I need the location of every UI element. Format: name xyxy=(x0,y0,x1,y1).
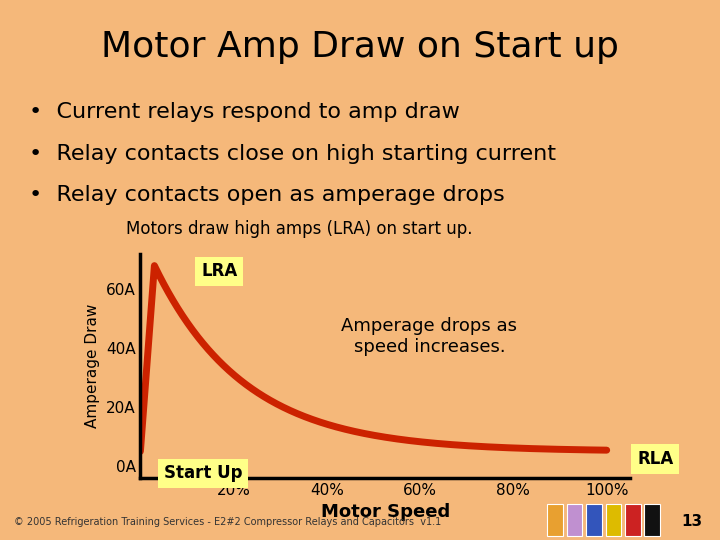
FancyBboxPatch shape xyxy=(586,503,602,536)
Text: •  Current relays respond to amp draw: • Current relays respond to amp draw xyxy=(29,102,459,123)
FancyBboxPatch shape xyxy=(547,503,563,536)
Text: •  Relay contacts close on high starting current: • Relay contacts close on high starting … xyxy=(29,144,556,164)
Text: Amperage drops as
speed increases.: Amperage drops as speed increases. xyxy=(341,317,518,356)
Text: LRA: LRA xyxy=(201,262,238,280)
Text: •  Relay contacts open as amperage drops: • Relay contacts open as amperage drops xyxy=(29,185,505,205)
Text: Motors draw high amps (LRA) on start up.: Motors draw high amps (LRA) on start up. xyxy=(126,220,472,239)
FancyBboxPatch shape xyxy=(606,503,621,536)
Text: Start Up: Start Up xyxy=(163,464,242,482)
X-axis label: Motor Speed: Motor Speed xyxy=(320,503,450,521)
Text: © 2005 Refrigeration Training Services - E2#2 Compressor Relays and Capacitors  : © 2005 Refrigeration Training Services -… xyxy=(14,517,441,527)
FancyBboxPatch shape xyxy=(644,503,660,536)
Text: Motor Amp Draw on Start up: Motor Amp Draw on Start up xyxy=(101,30,619,64)
Y-axis label: Amperage Draw: Amperage Draw xyxy=(85,303,100,428)
FancyBboxPatch shape xyxy=(625,503,641,536)
Text: RLA: RLA xyxy=(637,450,673,468)
FancyBboxPatch shape xyxy=(567,503,582,536)
Text: 13: 13 xyxy=(681,514,702,529)
